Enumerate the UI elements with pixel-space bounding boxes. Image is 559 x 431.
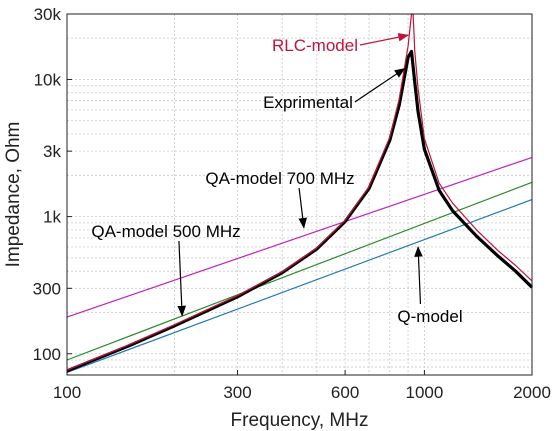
annotation-label: RLC-model <box>272 36 358 55</box>
x-tick-label: 100 <box>53 383 81 402</box>
annotation-label: QA-model 500 MHz <box>91 222 240 241</box>
annotation-arrow <box>177 240 187 317</box>
annotation-arrow <box>359 32 410 46</box>
y-tick-label: 100 <box>33 345 61 364</box>
annotation-label: Exprimental <box>263 93 353 112</box>
plot-frame <box>66 13 533 376</box>
series-line-rlc-model <box>66 13 533 371</box>
y-tick-label: 30k <box>34 5 62 24</box>
y-axis-ticks: 100 300 1k 3k 10k 30k <box>33 5 72 364</box>
y-tick-label: 10k <box>34 70 62 89</box>
y-tick-label: 3k <box>43 142 61 161</box>
y-tick-label: 1k <box>43 208 61 227</box>
annotation-arrow <box>354 67 406 103</box>
y-tick-label: 300 <box>33 279 61 298</box>
annotation-arrow <box>414 245 423 305</box>
x-tick-label: 2000 <box>513 383 551 402</box>
x-tick-label: 1000 <box>405 383 443 402</box>
series-lines <box>66 13 534 374</box>
x-axis-ticks: 100 300 600 1000 2000 <box>53 370 551 402</box>
annotation-label: Q-model <box>397 307 462 326</box>
annotation-arrow <box>298 187 308 229</box>
series-line-q-model <box>66 199 533 374</box>
annotation-label: QA-model 700 MHz <box>205 169 354 188</box>
annotations: RLC-model Exprimental QA-model 700 MHz QA-m… <box>91 32 463 326</box>
x-tick-label: 600 <box>331 383 359 402</box>
series-line-qa-model-700-mhz <box>66 156 533 318</box>
x-tick-label: 300 <box>223 383 251 402</box>
series-line-exprimental <box>66 49 534 373</box>
y-axis-label: Impedance, Ohm <box>3 122 24 268</box>
x-axis-label: Frequency, MHz <box>231 410 369 431</box>
